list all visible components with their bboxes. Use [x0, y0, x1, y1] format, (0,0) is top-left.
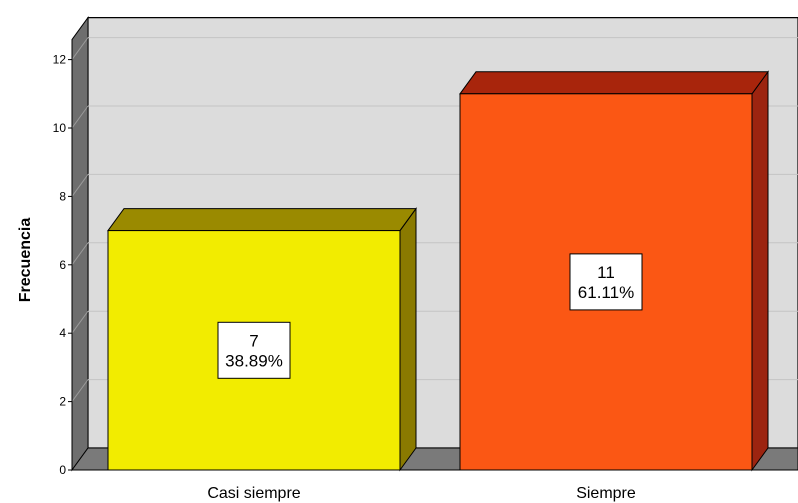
y-axis: 0 2 4 6 8 10 12: [53, 39, 73, 477]
y-tick-label: 8: [59, 189, 66, 203]
x-axis: Casi siempre Siempre: [207, 485, 636, 502]
x-tick-label: Casi siempre: [207, 485, 300, 502]
data-label-percent: 61.11%: [578, 283, 634, 302]
gridline-side: [71, 379, 89, 402]
y-tick-label: 0: [59, 463, 66, 477]
data-label-count: 11: [597, 263, 615, 282]
gridline-side: [71, 174, 89, 197]
y-tick-label: 6: [59, 258, 66, 272]
y-tick-label: 2: [59, 395, 66, 409]
bar-top: [459, 71, 769, 95]
y-tick-label: 12: [53, 53, 67, 67]
y-tick-label: 4: [59, 326, 66, 340]
gridline-side: [71, 242, 89, 266]
left-wall: [71, 16, 89, 472]
x-tick-label: Siempre: [576, 485, 636, 502]
data-label-box: [569, 253, 643, 311]
bar-side: [751, 70, 769, 472]
gridline-side: [71, 310, 89, 334]
data-label-percent: 38.89%: [225, 351, 283, 370]
bar-side: [399, 207, 417, 472]
data-label-count: 7: [249, 331, 258, 350]
y-tick-label: 10: [53, 121, 67, 135]
gridline-side: [71, 105, 89, 129]
y-axis-label: Frecuencia: [17, 218, 34, 303]
bar-top: [107, 208, 417, 232]
gridline-side: [71, 37, 89, 60]
data-label-box: [217, 321, 291, 379]
